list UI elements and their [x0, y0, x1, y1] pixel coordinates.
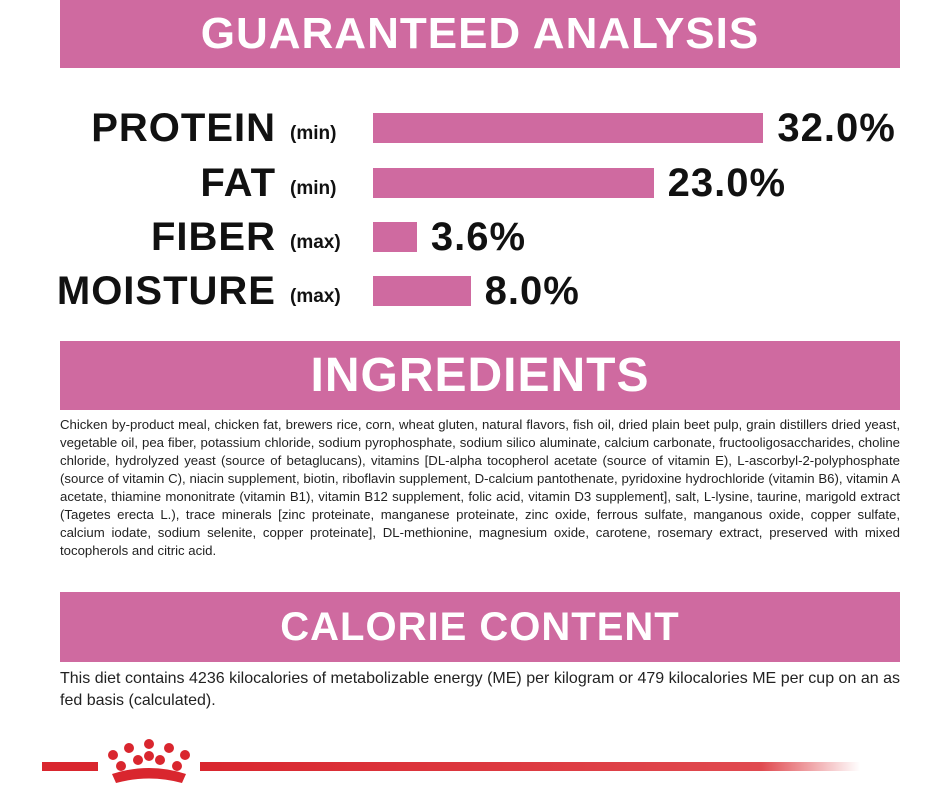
nutrient-name: FIBER — [151, 215, 276, 259]
calorie-text: This diet contains 4236 kilocalories of … — [60, 670, 900, 709]
section-header: INGREDIENTS — [60, 341, 900, 410]
nutrient-name: PROTEIN — [91, 106, 276, 150]
logo-line — [200, 762, 860, 771]
nutrient-value: 23.0% — [667, 161, 787, 205]
crown — [108, 739, 190, 783]
nutrient-value: 8.0% — [484, 269, 580, 313]
nutrient-bar — [373, 168, 654, 198]
section-header: CALORIE CONTENT — [60, 592, 900, 662]
nutrient-bar — [373, 276, 471, 306]
nutrient-qualifier: (max) — [290, 232, 341, 253]
analysis-row: MOISTURE (max) 8.0% — [0, 266, 940, 316]
nutrient-qualifier: (min) — [290, 123, 337, 144]
brand-logo — [42, 739, 860, 783]
nutrient-name: MOISTURE — [56, 269, 276, 313]
nutrient-qualifier: (min) — [290, 178, 337, 199]
logo-line — [42, 762, 98, 771]
nutrient-bar — [373, 222, 417, 252]
nutrient-value: 3.6% — [430, 215, 527, 259]
analysis-row: PROTEIN (min) 32.0% — [0, 103, 940, 153]
nutrient-name: FAT — [200, 161, 276, 205]
analysis-row: FIBER (max) 3.6% — [0, 212, 940, 262]
nutrient-value: 32.0% — [777, 106, 896, 150]
analysis-row: FAT (min) 23.0% — [0, 158, 940, 208]
ingredients-text: Chicken by-product meal, chicken fat, br… — [60, 417, 900, 558]
nutrient-bar — [373, 113, 764, 143]
section-header: GUARANTEED ANALYSIS — [60, 0, 900, 68]
nutrient-qualifier: (max) — [290, 286, 341, 307]
